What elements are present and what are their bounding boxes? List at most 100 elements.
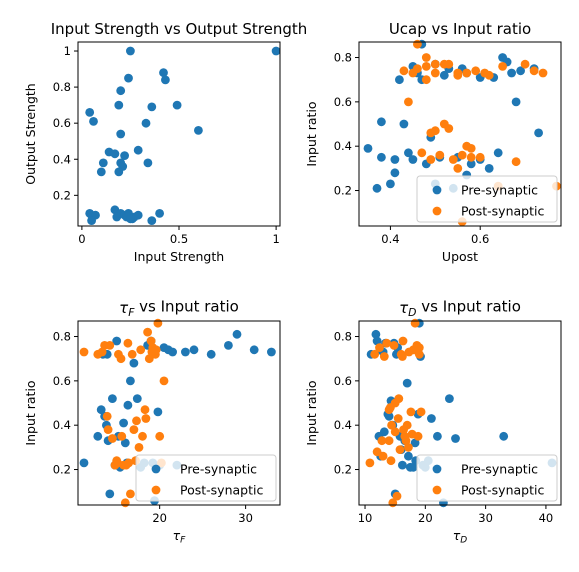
data-point <box>143 327 153 337</box>
legend-box <box>416 454 558 502</box>
data-point <box>493 148 503 158</box>
y-tick-label: 0.6 <box>334 374 352 388</box>
chart-panel-2: 0.4 0.6 0.2 0.4 0.6 0.8 Ucap vs Input ratio Upo… <box>304 20 562 264</box>
x-axis-label: Upost <box>442 249 478 264</box>
data-point <box>410 318 420 328</box>
legend-marker <box>151 485 161 495</box>
y-tick-label: 0.8 <box>53 330 71 344</box>
data-point <box>471 66 481 76</box>
chart-panel-3: 20 30 0.2 0.4 0.6 0.8 τF vs Input ratio τF Input… <box>23 298 281 546</box>
data-point <box>138 431 147 441</box>
data-point <box>144 354 154 364</box>
data-point <box>395 75 404 85</box>
y-tick-label: 0.4 <box>53 152 71 166</box>
data-point <box>97 347 107 357</box>
y-tick-label: 0.2 <box>334 463 352 477</box>
data-point <box>413 39 422 49</box>
chart-panel-1: 0 0.5 1 0.2 0.4 0.6 0.8 1 Input Strength vs Outp… <box>23 20 307 264</box>
data-point <box>430 59 440 69</box>
data-point <box>79 458 89 468</box>
data-point <box>390 427 400 437</box>
data-point <box>124 73 133 83</box>
data-point <box>372 336 382 346</box>
x-tick-label: 40 <box>539 511 554 525</box>
data-point <box>132 416 141 426</box>
data-point <box>398 460 407 470</box>
data-point <box>377 436 387 446</box>
legend-label: Post-synaptic <box>461 204 544 219</box>
data-point <box>105 341 115 350</box>
data-point <box>120 498 130 508</box>
plot-frame <box>358 41 562 227</box>
data-point <box>136 345 146 355</box>
chart-title: Input Strength vs Output Strength <box>51 20 307 38</box>
data-point <box>133 145 143 155</box>
x-tick-label: 10 <box>358 511 373 525</box>
data-point <box>445 394 454 403</box>
series-1 <box>363 39 543 193</box>
legend-label: Post-synaptic <box>180 483 263 498</box>
data-point <box>421 75 431 85</box>
y-tick-label: 1 <box>64 44 71 58</box>
x-tick-label: 0 <box>78 232 85 246</box>
data-point <box>108 434 117 443</box>
chart-title: Ucap vs Input ratio <box>389 20 531 38</box>
legend-marker <box>432 464 442 474</box>
data-point <box>433 431 442 441</box>
data-point <box>408 462 418 472</box>
y-axis-label: Output Strength <box>23 83 38 184</box>
data-point <box>151 345 161 355</box>
legend-label: Post-synaptic <box>461 483 544 498</box>
legend-label: Pre-synaptic <box>461 183 538 198</box>
data-point <box>413 431 423 441</box>
data-point <box>98 158 108 168</box>
data-point <box>105 489 115 499</box>
data-point <box>89 117 98 126</box>
data-point <box>382 338 392 348</box>
data-point <box>386 179 395 189</box>
legend: Pre-synaptic Post-synaptic <box>416 175 558 223</box>
plot-frame <box>77 41 281 227</box>
x-tick-label: 30 <box>478 511 493 525</box>
x-axis-label: Input Strength <box>134 249 224 264</box>
data-point <box>271 46 281 56</box>
data-point <box>79 347 89 357</box>
data-point <box>141 118 151 128</box>
data-point <box>390 168 400 178</box>
data-point <box>96 167 106 177</box>
data-point <box>499 431 509 441</box>
x-tick-label: 0.5 <box>170 232 188 246</box>
data-point <box>404 148 413 158</box>
data-point <box>453 68 463 78</box>
data-point <box>372 183 382 193</box>
data-point <box>181 347 190 357</box>
x-tick-label: 0.4 <box>381 232 399 246</box>
legend: Pre-synaptic Post-synaptic <box>135 454 277 502</box>
data-point <box>406 407 416 417</box>
data-point <box>153 407 163 417</box>
data-point <box>392 491 402 501</box>
data-point <box>117 431 127 441</box>
x-tick-label: 1 <box>272 232 279 246</box>
data-point <box>140 405 150 415</box>
data-point <box>120 438 130 448</box>
data-point <box>430 126 440 136</box>
data-point <box>430 68 440 78</box>
data-point <box>194 125 203 135</box>
data-point <box>435 150 445 160</box>
data-point <box>384 436 394 446</box>
data-point <box>377 152 386 162</box>
legend-box <box>416 175 558 223</box>
data-point <box>224 341 233 350</box>
y-tick-label: 0.8 <box>334 330 352 344</box>
data-point <box>414 349 424 359</box>
data-point <box>116 86 126 96</box>
data-point <box>123 338 133 348</box>
data-point <box>123 400 133 410</box>
data-point <box>529 66 539 76</box>
data-point <box>116 129 126 139</box>
data-point <box>398 352 407 361</box>
data-point <box>466 152 476 162</box>
data-point <box>161 75 170 85</box>
y-tick-label: 0.4 <box>334 139 352 153</box>
